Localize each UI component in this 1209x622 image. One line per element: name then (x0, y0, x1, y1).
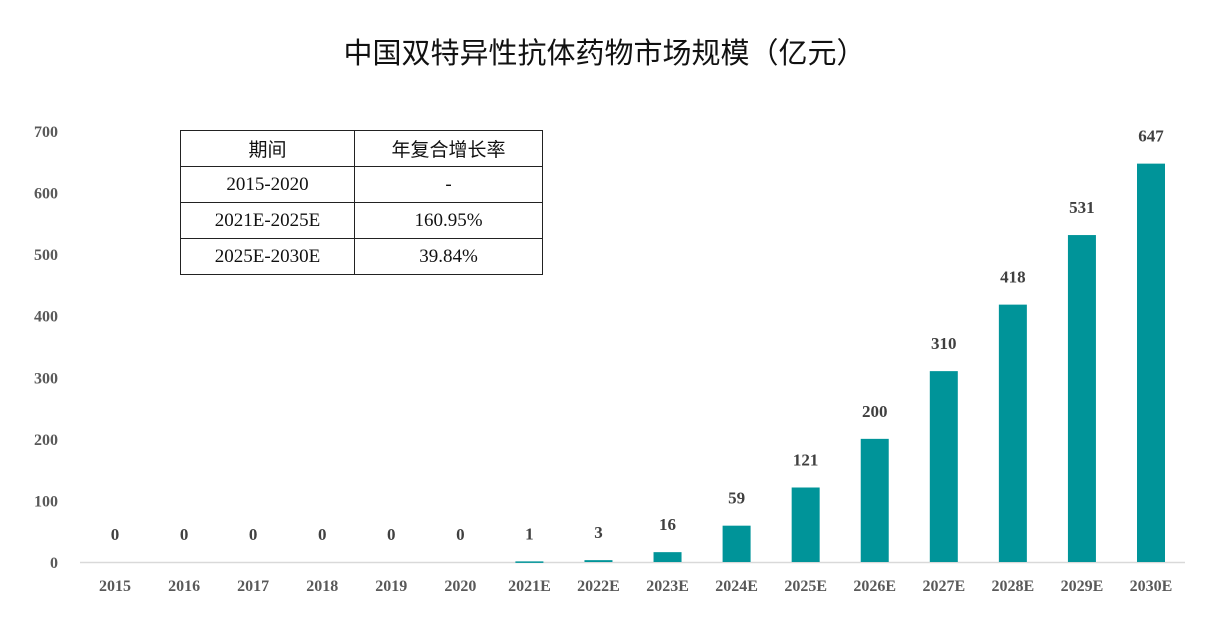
bar (722, 525, 751, 562)
x-tick-label: 2030E (1130, 578, 1173, 595)
y-tick-label: 100 (34, 493, 58, 510)
data-label: 0 (318, 525, 327, 544)
data-label: 418 (1000, 268, 1026, 287)
x-tick-label: 2025E (784, 578, 827, 595)
x-tick-label: 2023E (646, 578, 689, 595)
table-header-row: 期间 年复合增长率 (180, 130, 543, 167)
bar (929, 371, 958, 562)
cagr-cell: - (354, 166, 543, 203)
bar (791, 487, 820, 562)
data-label: 1 (525, 524, 534, 543)
x-tick-label: 2021E (508, 578, 551, 595)
cagr-cell: 39.84% (354, 238, 543, 275)
y-tick-label: 600 (34, 186, 58, 203)
y-tick-label: 500 (34, 247, 58, 264)
y-tick-label: 200 (34, 432, 58, 449)
y-tick-label: 0 (50, 555, 58, 572)
x-tick-label: 2027E (922, 578, 965, 595)
bar (653, 552, 682, 562)
bar (584, 560, 613, 562)
y-tick-label: 400 (34, 309, 58, 326)
data-label: 0 (180, 525, 189, 544)
data-label: 59 (728, 489, 745, 508)
cagr-cell: 160.95% (354, 202, 543, 239)
data-label: 0 (456, 525, 465, 544)
bar (860, 438, 889, 562)
cagr-table: 期间 年复合增长率 2015-2020 - 2021E-2025E 160.95… (180, 130, 543, 275)
chart-title: 中国双特异性抗体药物市场规模（亿元） (343, 36, 866, 70)
x-tick-label: 2015 (99, 578, 131, 595)
x-tick-label: 2028E (992, 578, 1035, 595)
period-cell: 2015-2020 (180, 166, 355, 203)
x-tick-label: 2018 (306, 578, 338, 595)
table-row: 2015-2020 - (180, 166, 543, 203)
period-cell: 2025E-2030E (180, 238, 355, 275)
table-row: 2025E-2030E 39.84% (180, 238, 543, 275)
data-label: 0 (387, 525, 396, 544)
data-label: 531 (1069, 198, 1095, 217)
period-cell: 2021E-2025E (180, 202, 355, 239)
x-tick-label: 2026E (853, 578, 896, 595)
x-tick-label: 2029E (1061, 578, 1104, 595)
bar (1067, 235, 1096, 562)
data-label: 200 (862, 402, 888, 421)
y-tick-label: 300 (34, 370, 58, 387)
header-period: 期间 (180, 130, 355, 167)
y-tick-label: 700 (34, 124, 58, 141)
x-tick-label: 2017 (237, 578, 269, 595)
bar (515, 561, 544, 563)
x-tick-label: 2016 (168, 578, 200, 595)
data-label: 16 (659, 515, 676, 534)
data-label: 310 (931, 334, 957, 353)
x-tick-label: 2020 (444, 578, 476, 595)
table-row: 2021E-2025E 160.95% (180, 202, 543, 239)
data-label: 647 (1138, 127, 1164, 146)
x-tick-label: 2024E (715, 578, 758, 595)
x-tick-label: 2022E (577, 578, 620, 595)
data-label: 3 (594, 523, 603, 542)
bar (1137, 163, 1165, 562)
x-tick-label: 2019 (375, 578, 407, 595)
header-cagr: 年复合增长率 (354, 130, 543, 167)
data-label: 0 (111, 525, 120, 544)
data-label: 0 (249, 525, 258, 544)
bar (998, 304, 1027, 562)
data-label: 121 (793, 450, 819, 469)
